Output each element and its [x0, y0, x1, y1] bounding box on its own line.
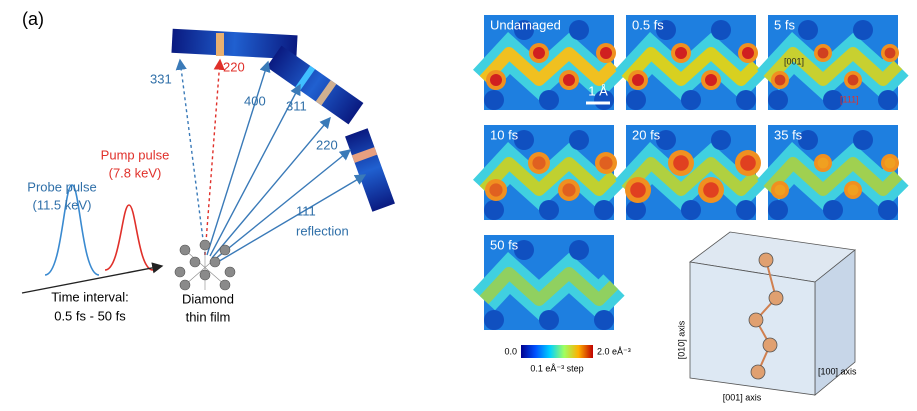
axis-label: [001] axis: [723, 392, 762, 402]
atom: [563, 74, 575, 86]
direction-label: [001]: [784, 56, 804, 66]
reflection-label: 220: [223, 59, 245, 74]
map-hole: [878, 90, 898, 110]
time-range: 0.5 fs - 50 fs: [54, 308, 126, 323]
atom: [489, 183, 502, 196]
pump-energy: (7.8 keV): [109, 165, 162, 180]
colorbar-max: 2.0 eÅ⁻³: [597, 346, 631, 356]
atom: [703, 182, 719, 198]
reflection-label: 111: [296, 203, 316, 218]
figure: (a) 331 220 400 311 220 111 reflection P…: [0, 0, 917, 411]
atom: [885, 158, 896, 169]
map-hole: [768, 200, 788, 220]
map-label: 50 fs: [490, 237, 519, 252]
reflection-label: 220: [316, 137, 338, 152]
map-hole: [798, 20, 818, 40]
map-hole: [594, 310, 614, 330]
sample-label: thin film: [186, 309, 231, 324]
map-hole: [626, 200, 646, 220]
atom: [490, 74, 502, 86]
reflection-label: 311: [286, 98, 307, 113]
map-label: 20 fs: [632, 127, 661, 142]
map-hole: [484, 90, 504, 110]
map-hole: [681, 90, 701, 110]
density-map: 20 fs: [625, 125, 761, 220]
map-hole: [484, 200, 504, 220]
atom: [740, 155, 756, 171]
atom: [775, 75, 786, 86]
map-hole: [681, 200, 701, 220]
atom: [632, 74, 644, 86]
map-hole: [626, 90, 646, 110]
density-map: 0.5 fs: [626, 15, 758, 110]
atom: [599, 156, 612, 169]
atom: [562, 183, 575, 196]
density-map: 35 fs: [768, 125, 899, 220]
reflection-label: 331: [150, 71, 172, 86]
atom: [848, 185, 859, 196]
time-label: Time interval:: [51, 289, 129, 304]
atom: [818, 48, 829, 59]
colorbar-step: 0.1 eÅ⁻³ step: [530, 363, 583, 373]
map-hole: [736, 200, 756, 220]
map-hole: [853, 130, 873, 150]
atom: [848, 75, 859, 86]
map-hole: [878, 200, 898, 220]
map-label: 10 fs: [490, 127, 519, 142]
map-hole: [711, 20, 731, 40]
density-map: 50 fs: [484, 235, 614, 330]
pump-label: Pump pulse: [101, 147, 170, 162]
pump-pulse: [105, 205, 153, 270]
atom: [705, 74, 717, 86]
map-hole: [569, 130, 589, 150]
atom: [675, 47, 687, 59]
axis-label: [010] axis: [676, 320, 686, 359]
atom: [673, 155, 689, 171]
map-hole: [736, 90, 756, 110]
direction-label: [111]: [840, 94, 859, 104]
map-label: 5 fs: [774, 17, 795, 32]
map-hole: [539, 310, 559, 330]
map-hole: [594, 200, 614, 220]
map-hole: [823, 200, 843, 220]
probe-label: Probe pulse: [27, 179, 96, 194]
scale-label: 1 Å: [588, 83, 608, 98]
colorbar: [521, 345, 593, 358]
detectors: [171, 29, 395, 212]
map-hole: [569, 20, 589, 40]
map-hole: [539, 90, 559, 110]
diamond-cluster: [175, 240, 235, 290]
reflection-label: reflection: [296, 223, 349, 238]
atom: [533, 47, 545, 59]
map-hole: [539, 200, 559, 220]
map-hole: [569, 240, 589, 260]
reflection-label: 400: [244, 93, 266, 108]
map-hole: [768, 90, 788, 110]
atom: [775, 185, 786, 196]
density-map: 10 fs: [484, 125, 617, 220]
map-label: Undamaged: [490, 17, 561, 32]
sample-label: Diamond: [182, 291, 234, 306]
atom: [600, 47, 612, 59]
map-label: 35 fs: [774, 127, 803, 142]
probe-energy: (11.5 keV): [32, 197, 91, 212]
atom: [885, 48, 896, 59]
axis-label: [100] axis: [818, 366, 857, 376]
colorbar-min: 0.0: [504, 346, 517, 356]
map-hole: [853, 20, 873, 40]
map-hole: [484, 310, 504, 330]
atom: [630, 182, 646, 198]
atom: [532, 156, 545, 169]
map-hole: [711, 130, 731, 150]
map-label: 0.5 fs: [632, 17, 664, 32]
panel-label: (a): [22, 9, 44, 29]
atom: [742, 47, 754, 59]
atom: [818, 158, 829, 169]
